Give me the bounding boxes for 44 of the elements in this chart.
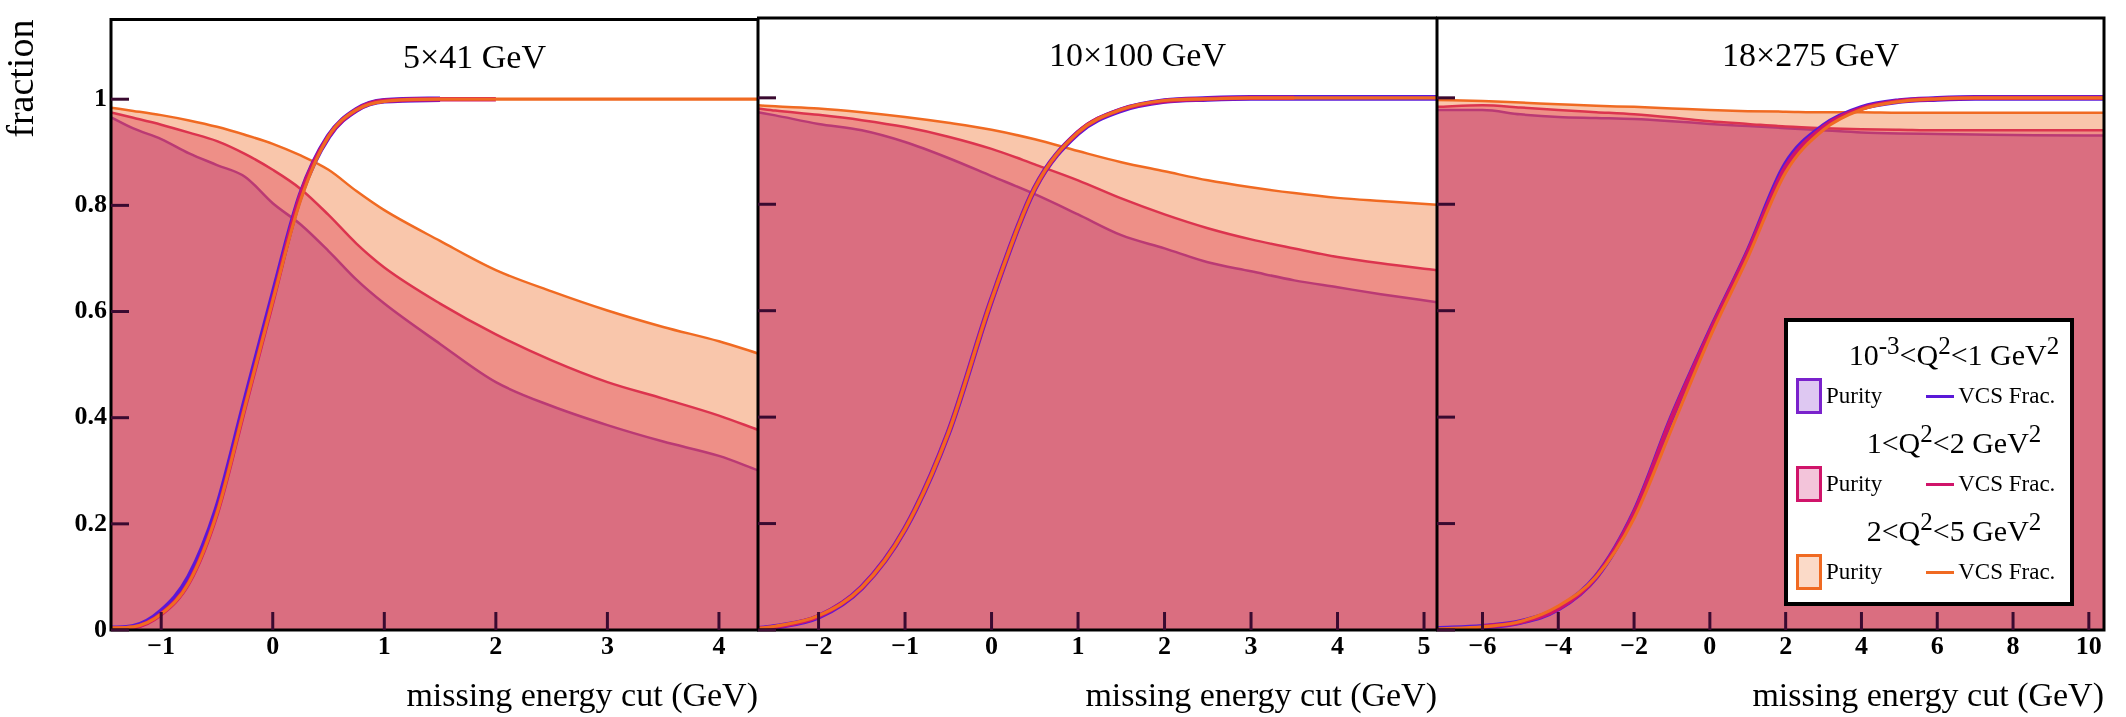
x-tick-label: −2	[1620, 631, 1648, 661]
x-tick-label: 2	[1779, 631, 1793, 661]
annotation: 1<Q$^{2}$<2 GeV$^{2}$	[1865, 420, 2043, 460]
y-tick-label: 0.8	[74, 189, 107, 219]
x-tick-label: −1	[891, 631, 919, 661]
y-tick-label: 1	[94, 82, 107, 112]
x-tick-label: 0	[985, 631, 999, 661]
text: 18×275 GeV	[1722, 35, 1900, 73]
legend-label: VCS Frac.	[1958, 383, 2056, 409]
y-tick-label: 0.4	[74, 401, 107, 431]
legend-label: Purity	[1826, 471, 1883, 497]
x-tick-label: 6	[1930, 631, 1944, 661]
x-axis-title: missing energy cut (GeV)	[1752, 675, 2104, 714]
annotation: 2<Q$^{2}$<5 GeV$^{2}$	[1865, 508, 2043, 548]
legend-label: VCS Frac.	[1958, 559, 2056, 585]
x-tick-label: 4	[1331, 631, 1345, 661]
x-tick-label: 5	[1417, 631, 1431, 661]
x-tick-label: 1	[1071, 631, 1085, 661]
x-tick-label: 2	[489, 631, 503, 661]
x-tick-label: 0	[1703, 631, 1717, 661]
x-tick-label: −2	[804, 631, 833, 661]
text: 10×100 GeV	[1049, 35, 1227, 73]
x-tick-label: −6	[1468, 631, 1497, 661]
x-tick-label: 4	[1854, 631, 1868, 661]
x-tick-label: 0	[266, 631, 280, 661]
legend-label: Purity	[1826, 559, 1883, 585]
y-tick-label: 0.2	[74, 507, 107, 537]
x-tick-label: 8	[2006, 631, 2020, 661]
annotation: 10$^{-3}$<Q$^{2}$<1 GeV$^{2}$	[1847, 332, 2061, 372]
x-tick-label: 3	[1244, 631, 1258, 661]
legend-label: Purity	[1826, 383, 1883, 409]
x-tick-label: −1	[147, 631, 176, 661]
x-tick-label: 3	[600, 631, 614, 661]
text: 5×41 GeV	[403, 37, 547, 75]
y-axis-title: fraction	[0, 19, 41, 138]
x-tick-label: 4	[712, 631, 726, 661]
x-axis-title: missing energy cut (GeV)	[1085, 675, 1437, 714]
x-tick-label: 2	[1158, 631, 1172, 661]
x-tick-label: 1	[377, 631, 391, 661]
x-tick-label: −4	[1544, 631, 1573, 661]
legend-label: VCS Frac.	[1958, 471, 2056, 497]
y-tick-label: 0.6	[74, 295, 107, 325]
x-axis-title: missing energy cut (GeV)	[406, 675, 758, 714]
x-tick-label: 10	[2075, 631, 2102, 661]
